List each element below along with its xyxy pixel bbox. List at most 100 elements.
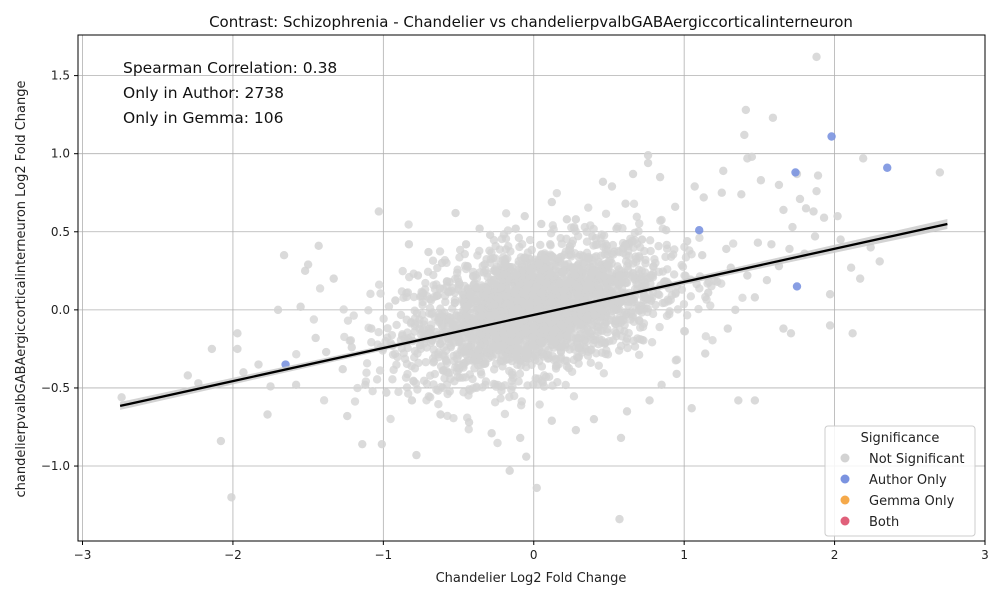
background-point <box>582 237 592 246</box>
background-point <box>483 272 492 282</box>
point-not-significant <box>779 205 788 215</box>
point-not-significant <box>855 274 865 283</box>
background-point <box>401 373 411 382</box>
background-point <box>534 345 543 354</box>
point-not-significant <box>687 404 696 413</box>
background-point <box>605 336 614 346</box>
background-point <box>414 358 423 368</box>
point-not-significant <box>207 344 217 354</box>
background-point <box>576 250 585 260</box>
regression-line <box>119 222 948 408</box>
background-point <box>529 323 538 333</box>
point-author-only <box>792 282 802 291</box>
point-not-significant <box>233 329 242 338</box>
point-not-significant <box>657 380 666 390</box>
background-point <box>449 413 458 423</box>
background-point <box>546 270 555 279</box>
background-point <box>364 306 373 315</box>
point-not-significant <box>719 166 728 176</box>
background-point <box>557 341 567 351</box>
background-point <box>418 300 427 310</box>
point-not-significant <box>377 439 387 449</box>
background-point <box>536 240 545 250</box>
background-point <box>646 296 656 306</box>
legend-title: Significance <box>861 431 940 446</box>
background-point <box>367 338 376 347</box>
background-point <box>435 247 445 256</box>
background-point <box>708 336 717 345</box>
background-point <box>624 297 633 306</box>
background-point <box>374 280 384 289</box>
background-point <box>514 233 524 243</box>
background-point <box>537 362 547 371</box>
point-not-significant <box>338 365 347 374</box>
background-point <box>429 270 438 280</box>
point-not-significant <box>424 247 433 257</box>
point-not-significant <box>266 382 275 391</box>
background-point <box>738 293 747 303</box>
background-point <box>501 209 511 218</box>
background-point <box>580 305 590 315</box>
background-point <box>525 305 535 315</box>
background-point <box>584 203 593 212</box>
x-tick-label: −2 <box>224 548 242 562</box>
point-not-significant <box>825 321 835 330</box>
background-point <box>485 311 494 320</box>
point-not-significant <box>812 52 821 62</box>
background-point <box>501 260 510 270</box>
background-point <box>555 279 565 288</box>
background-point <box>616 341 626 351</box>
point-not-significant <box>621 199 630 208</box>
background-point <box>556 352 566 362</box>
background-point <box>679 299 689 309</box>
background-point <box>587 319 597 329</box>
point-not-significant <box>717 188 726 197</box>
point-not-significant <box>461 240 471 249</box>
background-point <box>628 236 637 245</box>
point-not-significant <box>768 113 778 122</box>
point-not-significant <box>810 232 820 241</box>
background-point <box>460 347 470 356</box>
x-tick-label: −1 <box>374 548 392 562</box>
background-point <box>573 353 583 362</box>
background-point <box>362 368 371 377</box>
background-point <box>634 350 644 360</box>
point-not-significant <box>740 130 749 140</box>
background-point <box>416 344 425 354</box>
background-point <box>375 366 385 375</box>
background-point <box>461 303 470 312</box>
background-point <box>551 337 560 347</box>
background-point <box>534 259 544 269</box>
point-not-significant <box>436 410 445 419</box>
point-not-significant <box>615 514 624 524</box>
y-tick-label: −0.5 <box>41 381 70 395</box>
background-point <box>497 355 506 364</box>
background-point <box>501 234 511 243</box>
background-point <box>505 366 514 376</box>
background-point <box>562 309 571 318</box>
point-not-significant <box>722 244 731 254</box>
x-tick-label: 2 <box>831 548 839 562</box>
background-point <box>493 438 502 448</box>
background-point <box>594 361 603 370</box>
background-point <box>402 359 412 369</box>
point-not-significant <box>300 266 310 276</box>
x-axis-label: Chandelier Log2 Fold Change <box>436 571 627 586</box>
legend-box <box>824 425 976 537</box>
point-not-significant <box>547 416 557 425</box>
point-not-significant <box>562 215 572 224</box>
background-point <box>583 253 593 262</box>
background-point <box>487 248 496 257</box>
background-point <box>539 371 549 380</box>
point-not-significant <box>464 418 474 427</box>
point-not-significant <box>239 368 248 377</box>
point-not-significant <box>382 388 391 397</box>
background-point <box>590 310 600 320</box>
background-point <box>481 377 491 386</box>
point-not-significant <box>809 207 818 216</box>
background-point <box>465 386 475 395</box>
point-not-significant <box>407 396 417 405</box>
background-point <box>560 293 569 302</box>
background-point <box>402 315 411 324</box>
background-point <box>509 373 518 383</box>
